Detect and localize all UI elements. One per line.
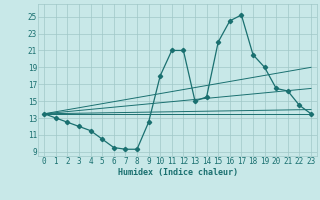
X-axis label: Humidex (Indice chaleur): Humidex (Indice chaleur): [118, 168, 238, 177]
